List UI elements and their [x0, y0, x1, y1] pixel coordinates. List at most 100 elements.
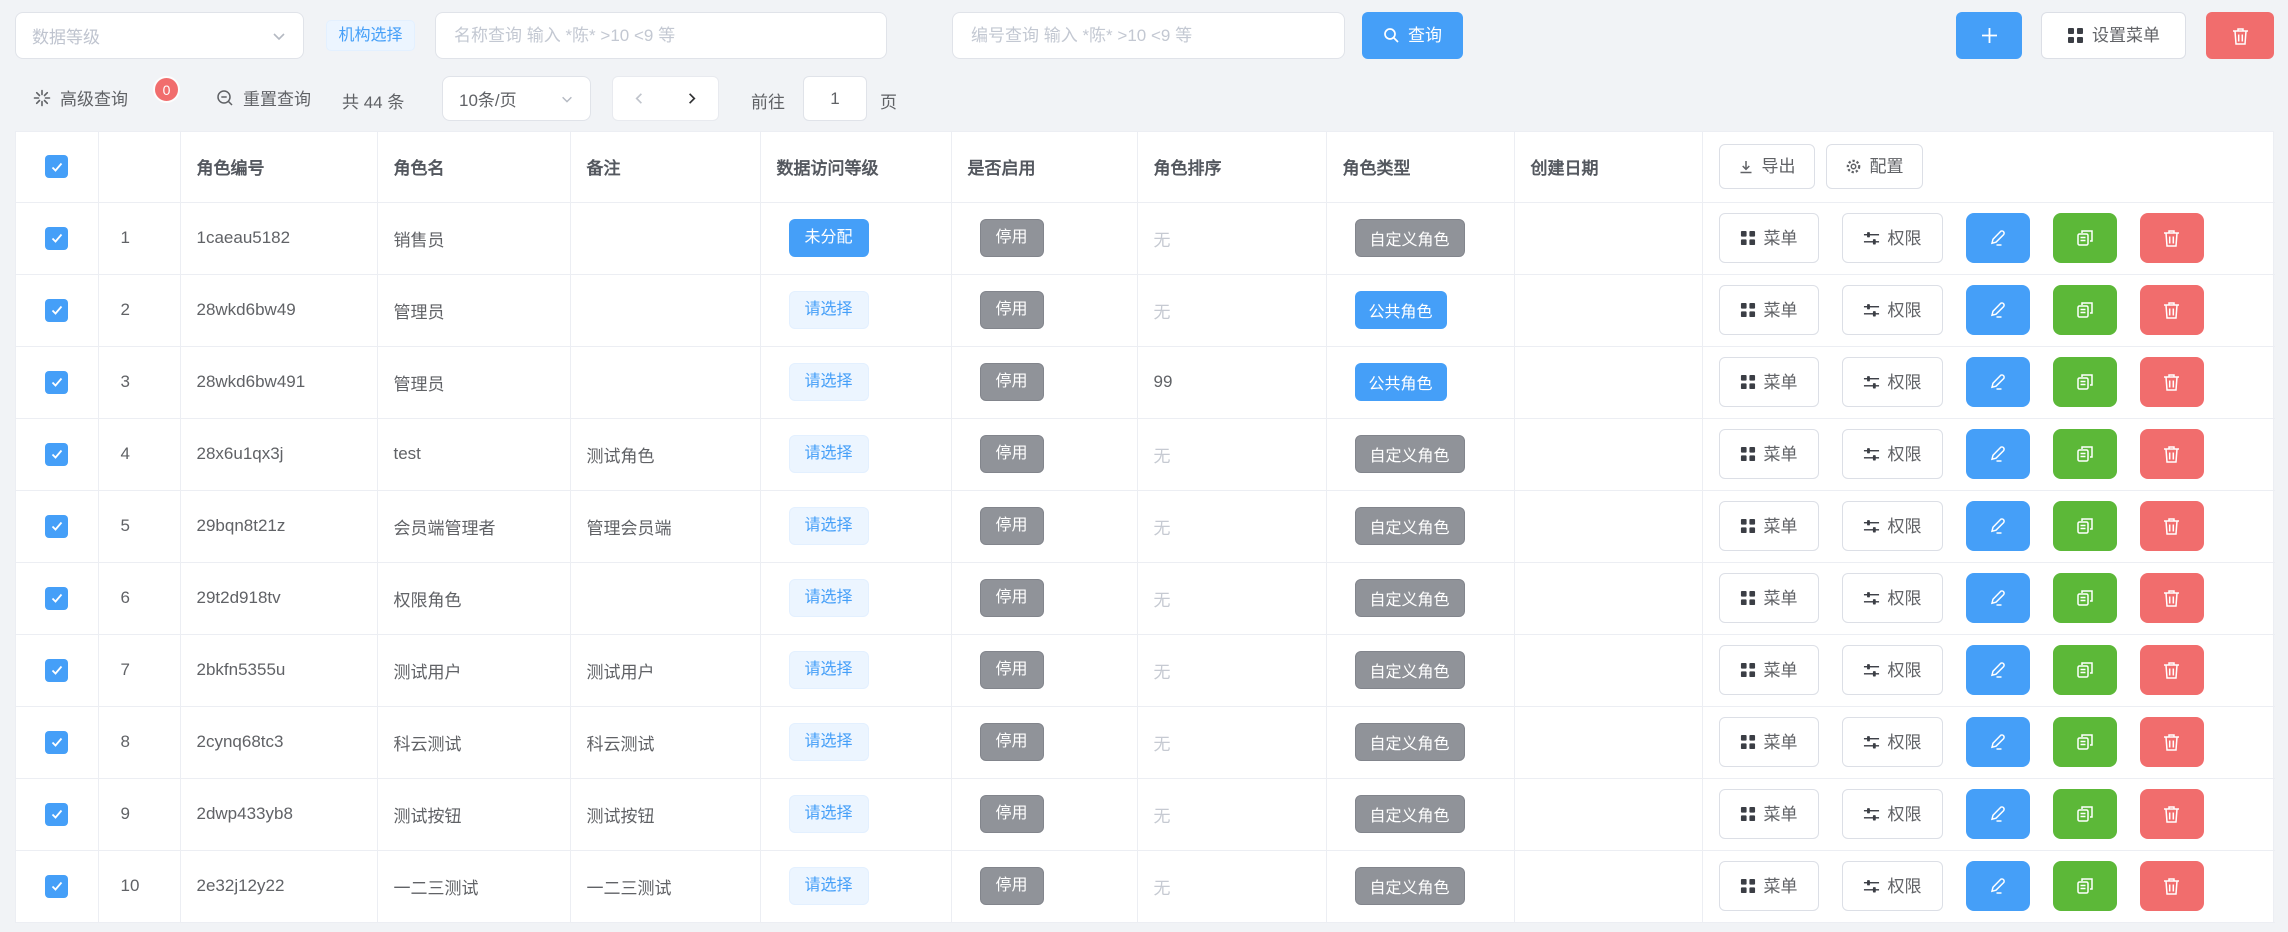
row-edit-button[interactable] [1965, 501, 2030, 551]
name-search-input[interactable] [435, 12, 887, 59]
enabled-status-button[interactable]: 停用 [979, 723, 1044, 761]
enabled-status-button[interactable]: 停用 [979, 795, 1044, 833]
enabled-status-button[interactable]: 停用 [979, 435, 1044, 473]
row-permission-button[interactable]: 权限 [1841, 717, 1943, 767]
row-checkbox[interactable] [45, 730, 69, 754]
copy-icon [2075, 660, 2095, 680]
enabled-status-button[interactable]: 停用 [979, 219, 1044, 257]
row-copy-button[interactable] [2052, 861, 2117, 911]
access-level-button[interactable]: 请选择 [788, 363, 869, 401]
row-permission-button[interactable]: 权限 [1841, 861, 1943, 911]
row-menu-button[interactable]: 菜单 [1718, 501, 1819, 551]
enabled-status-button[interactable]: 停用 [979, 579, 1044, 617]
row-edit-button[interactable] [1965, 573, 2030, 623]
access-level-button[interactable]: 请选择 [788, 435, 869, 473]
row-edit-button[interactable] [1965, 717, 2030, 767]
row-delete-button[interactable] [2139, 789, 2204, 839]
batch-delete-button[interactable] [2206, 12, 2274, 59]
row-copy-button[interactable] [2052, 429, 2117, 479]
row-menu-button[interactable]: 菜单 [1718, 429, 1819, 479]
row-permission-button[interactable]: 权限 [1841, 285, 1943, 335]
next-page-button[interactable] [684, 91, 699, 106]
org-select-button[interactable]: 机构选择 [326, 20, 415, 51]
row-menu-button[interactable]: 菜单 [1718, 357, 1819, 407]
data-level-select[interactable]: 数据等级 [15, 12, 304, 59]
row-delete-button[interactable] [2139, 573, 2204, 623]
access-level-button[interactable]: 请选择 [788, 651, 869, 689]
row-menu-button[interactable]: 菜单 [1718, 213, 1819, 263]
row-menu-button[interactable]: 菜单 [1718, 573, 1819, 623]
row-checkbox[interactable] [45, 586, 69, 610]
row-permission-button[interactable]: 权限 [1841, 357, 1943, 407]
access-level-button[interactable]: 请选择 [788, 507, 869, 545]
row-permission-button[interactable]: 权限 [1841, 501, 1943, 551]
row-delete-button[interactable] [2139, 285, 2204, 335]
row-delete-button[interactable] [2139, 429, 2204, 479]
row-edit-button[interactable] [1965, 645, 2030, 695]
row-permission-button[interactable]: 权限 [1841, 429, 1943, 479]
reset-query-button[interactable]: 重置查询 [216, 85, 311, 110]
page-size-select[interactable]: 10条/页 [442, 76, 591, 121]
add-button[interactable] [1956, 12, 2022, 59]
remark-cell: 测试用户 [586, 662, 655, 682]
row-edit-button[interactable] [1965, 213, 2030, 263]
row-menu-button[interactable]: 菜单 [1718, 645, 1819, 695]
prev-page-button[interactable] [632, 91, 647, 106]
access-level-button[interactable]: 请选择 [788, 867, 869, 905]
row-checkbox[interactable] [45, 370, 69, 394]
row-menu-button[interactable]: 菜单 [1718, 861, 1819, 911]
row-copy-button[interactable] [2052, 501, 2117, 551]
row-copy-button[interactable] [2052, 645, 2117, 695]
row-edit-button[interactable] [1965, 861, 2030, 911]
row-copy-button[interactable] [2052, 573, 2117, 623]
row-delete-button[interactable] [2139, 861, 2204, 911]
row-checkbox[interactable] [45, 514, 69, 538]
row-delete-button[interactable] [2139, 357, 2204, 407]
role-id-cell: 2cynq68tc3 [196, 732, 284, 751]
row-checkbox[interactable] [45, 298, 69, 322]
search-button[interactable]: 查询 [1362, 12, 1463, 59]
row-copy-button[interactable] [2052, 213, 2117, 263]
row-edit-button[interactable] [1965, 357, 2030, 407]
row-menu-button[interactable]: 菜单 [1718, 717, 1819, 767]
advanced-query-button[interactable]: 高级查询 0 [33, 76, 180, 110]
code-search-input[interactable] [952, 12, 1345, 59]
row-copy-button[interactable] [2052, 789, 2117, 839]
enabled-status-button[interactable]: 停用 [979, 363, 1044, 401]
row-permission-button[interactable]: 权限 [1841, 645, 1943, 695]
row-delete-button[interactable] [2139, 501, 2204, 551]
row-checkbox[interactable] [45, 442, 69, 466]
enabled-status-button[interactable]: 停用 [979, 651, 1044, 689]
export-button[interactable]: 导出 [1718, 144, 1815, 190]
access-level-button[interactable]: 请选择 [788, 291, 869, 329]
row-permission-button[interactable]: 权限 [1841, 789, 1943, 839]
row-checkbox[interactable] [45, 802, 69, 826]
access-level-button[interactable]: 未分配 [788, 219, 869, 257]
row-menu-button[interactable]: 菜单 [1718, 789, 1819, 839]
row-copy-button[interactable] [2052, 717, 2117, 767]
row-copy-button[interactable] [2052, 285, 2117, 335]
row-permission-button[interactable]: 权限 [1841, 213, 1943, 263]
access-level-button[interactable]: 请选择 [788, 723, 869, 761]
enabled-status-button[interactable]: 停用 [979, 867, 1044, 905]
row-edit-button[interactable] [1965, 285, 2030, 335]
row-checkbox[interactable] [45, 874, 69, 898]
row-copy-button[interactable] [2052, 357, 2117, 407]
row-delete-button[interactable] [2139, 645, 2204, 695]
row-permission-button[interactable]: 权限 [1841, 573, 1943, 623]
enabled-status-button[interactable]: 停用 [979, 291, 1044, 329]
access-level-button[interactable]: 请选择 [788, 795, 869, 833]
enabled-status-button[interactable]: 停用 [979, 507, 1044, 545]
row-checkbox[interactable] [45, 226, 69, 250]
row-edit-button[interactable] [1965, 429, 2030, 479]
row-delete-button[interactable] [2139, 213, 2204, 263]
row-edit-button[interactable] [1965, 789, 2030, 839]
page-number-input[interactable] [803, 76, 867, 121]
row-checkbox[interactable] [45, 658, 69, 682]
menu-setup-button[interactable]: 设置菜单 [2041, 12, 2186, 59]
access-level-button[interactable]: 请选择 [788, 579, 869, 617]
row-delete-button[interactable] [2139, 717, 2204, 767]
select-all-checkbox[interactable] [45, 155, 69, 179]
config-button[interactable]: 配置 [1825, 144, 1923, 190]
row-menu-button[interactable]: 菜单 [1718, 285, 1819, 335]
